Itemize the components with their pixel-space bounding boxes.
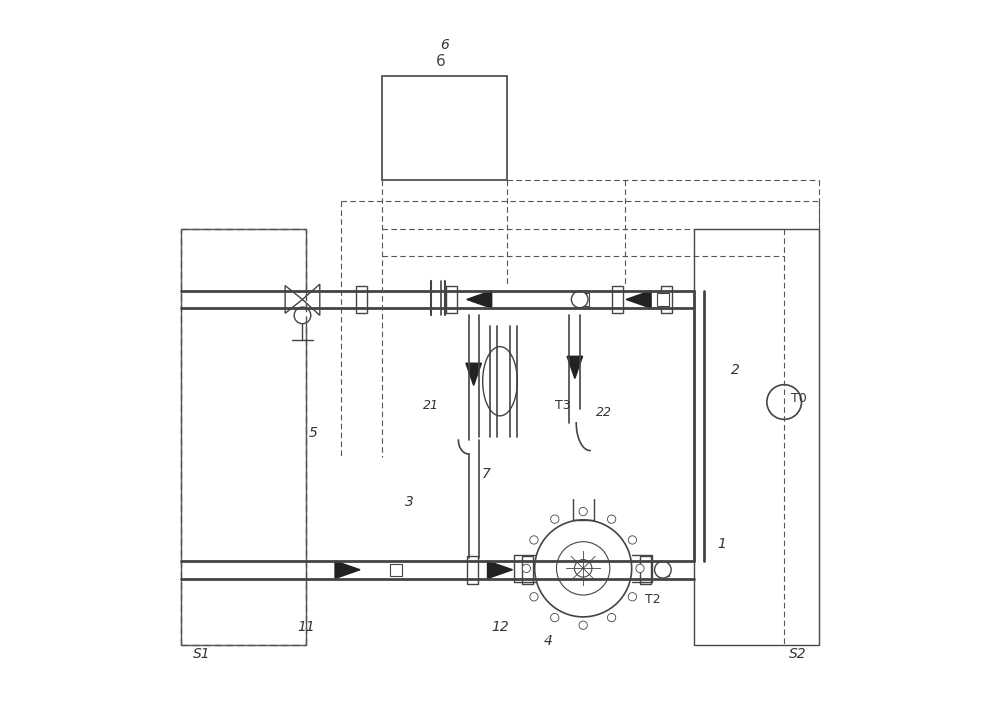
Polygon shape xyxy=(488,561,512,578)
Text: S2: S2 xyxy=(789,648,807,662)
Bar xyxy=(661,286,672,313)
Bar xyxy=(467,556,478,583)
Bar xyxy=(577,293,589,305)
Text: T3: T3 xyxy=(555,399,570,412)
Circle shape xyxy=(556,542,610,595)
Circle shape xyxy=(530,536,538,544)
Circle shape xyxy=(522,564,530,573)
Bar xyxy=(382,76,507,180)
Polygon shape xyxy=(285,286,302,313)
Text: S1: S1 xyxy=(193,648,211,662)
Text: 6: 6 xyxy=(440,37,449,52)
Bar xyxy=(446,286,457,313)
Circle shape xyxy=(551,515,559,523)
Bar xyxy=(390,563,402,576)
Text: 3: 3 xyxy=(405,495,414,509)
Circle shape xyxy=(530,592,538,601)
Circle shape xyxy=(579,621,587,629)
Circle shape xyxy=(294,307,311,324)
Circle shape xyxy=(574,560,592,577)
Circle shape xyxy=(551,614,559,621)
Bar xyxy=(612,286,623,313)
Bar xyxy=(356,286,367,313)
Polygon shape xyxy=(567,356,583,378)
Circle shape xyxy=(535,520,632,617)
Bar xyxy=(657,293,669,305)
Bar xyxy=(657,563,669,576)
Circle shape xyxy=(607,614,616,621)
Bar xyxy=(640,556,651,583)
Text: 22: 22 xyxy=(596,406,612,419)
Polygon shape xyxy=(335,561,360,578)
Circle shape xyxy=(628,592,637,601)
Polygon shape xyxy=(466,363,481,385)
Text: 12: 12 xyxy=(491,620,509,633)
Polygon shape xyxy=(626,291,651,308)
Circle shape xyxy=(579,508,587,515)
Circle shape xyxy=(607,515,616,523)
Circle shape xyxy=(655,561,671,578)
Bar xyxy=(181,229,306,645)
Circle shape xyxy=(571,291,588,308)
Circle shape xyxy=(636,564,644,573)
Text: T0: T0 xyxy=(791,392,807,405)
Text: 2: 2 xyxy=(731,363,740,378)
Text: 11: 11 xyxy=(297,620,315,633)
Text: 1: 1 xyxy=(717,537,726,551)
Text: 7: 7 xyxy=(482,467,491,481)
Text: 21: 21 xyxy=(423,399,439,412)
Text: T2: T2 xyxy=(645,593,660,606)
Circle shape xyxy=(767,385,802,419)
Polygon shape xyxy=(302,284,320,315)
Text: 4: 4 xyxy=(544,633,553,648)
Text: 5: 5 xyxy=(308,426,317,440)
Circle shape xyxy=(628,536,637,544)
Bar xyxy=(694,229,819,645)
Polygon shape xyxy=(467,291,492,308)
Text: 6: 6 xyxy=(436,54,446,69)
Bar xyxy=(522,556,533,583)
